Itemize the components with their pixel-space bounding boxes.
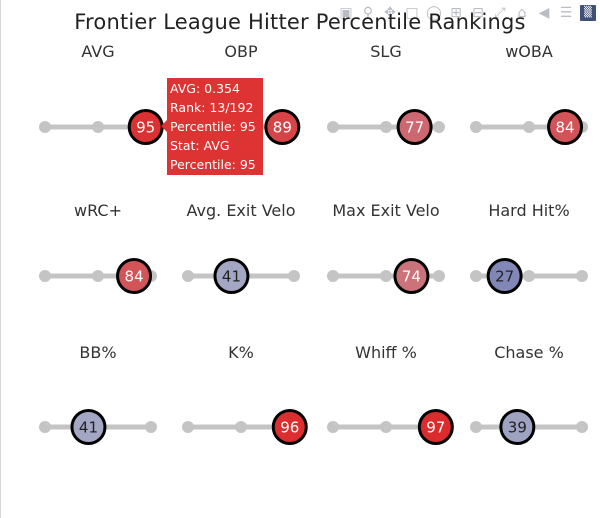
percentile-value: 95	[136, 119, 155, 137]
plotly-logo-icon[interactable]: ▒	[580, 5, 596, 21]
track-marker	[380, 121, 392, 133]
percentile-marker	[393, 258, 430, 294]
track-marker	[182, 421, 194, 433]
track-marker	[470, 121, 482, 133]
panel-label: SLG	[370, 42, 401, 61]
panel-label: BB%	[79, 343, 116, 362]
box-select-icon[interactable]: □	[405, 5, 419, 21]
track-marker	[576, 270, 588, 282]
left-border	[0, 0, 1, 518]
zoom-out-icon[interactable]: ⊟	[472, 5, 484, 21]
percentile-marker	[70, 409, 107, 445]
panel-label: wRC+	[74, 201, 122, 220]
hover-tooltip: AVG: 0.354 Rank: 13/192 Percentile: 95 Stat…	[161, 78, 263, 175]
percentile-value: 41	[79, 419, 98, 437]
lasso-icon[interactable]: ◯	[426, 5, 442, 21]
percentile-marker	[499, 409, 536, 445]
track-marker	[92, 270, 104, 282]
percentile-value: 96	[280, 419, 299, 437]
percentile-value: 74	[402, 268, 421, 286]
track-marker	[380, 421, 392, 433]
percentile-marker	[417, 409, 454, 445]
panel-label: wOBA	[505, 42, 553, 61]
track-marker	[433, 270, 445, 282]
percentile-value: 39	[508, 419, 527, 437]
percentile-value: 41	[222, 268, 241, 286]
autoscale-icon[interactable]: ⤢	[494, 5, 506, 21]
percentile-marker	[213, 258, 250, 294]
percentile-value: 27	[495, 268, 514, 286]
tooltip-line: AVG: 0.354	[170, 81, 240, 96]
track-marker	[380, 270, 392, 282]
track-marker	[145, 421, 157, 433]
track-marker	[327, 270, 339, 282]
camera-icon[interactable]: ▣	[339, 5, 353, 21]
track-marker	[235, 421, 247, 433]
tooltip-line: Percentile: 95	[170, 119, 256, 134]
tooltip-line: Stat: AVG	[170, 138, 230, 153]
panel-label: K%	[228, 343, 254, 362]
tooltip-arrow	[161, 120, 167, 132]
panel-label: OBP	[224, 42, 258, 61]
track-marker	[39, 421, 51, 433]
track-marker	[39, 270, 51, 282]
track-marker	[39, 121, 51, 133]
track-marker	[327, 121, 339, 133]
track-marker	[523, 121, 535, 133]
panel-label: Whiff %	[355, 343, 417, 362]
track-marker	[433, 121, 445, 133]
percentile-value: 77	[405, 119, 424, 137]
percentile-marker	[547, 109, 584, 145]
track-marker	[576, 421, 588, 433]
modebar: ▣ ⚲ ✥ □ ◯ ⊞ ⊟ ⤢ ⌂ ◀ ☰ ▒	[338, 2, 596, 24]
panel-label: Max Exit Velo	[332, 201, 439, 220]
reset-axes-icon[interactable]: ⌂	[517, 5, 527, 21]
zoom-in-icon[interactable]: ⊞	[450, 5, 462, 21]
percentile-value: 89	[273, 119, 292, 137]
panel-label: Chase %	[494, 343, 564, 362]
percentile-marker	[116, 258, 153, 294]
track-marker	[327, 421, 339, 433]
panel-label: Hard Hit%	[488, 201, 569, 220]
track-marker	[470, 270, 482, 282]
track-marker	[182, 270, 194, 282]
percentile-value: 84	[124, 268, 143, 286]
track-marker	[92, 121, 104, 133]
chart-title: Frontier League Hitter Percentile Rankin…	[74, 10, 526, 34]
pan-icon[interactable]: ✥	[384, 5, 396, 21]
track-marker	[288, 270, 300, 282]
hover-compare-icon[interactable]: ☰	[559, 5, 573, 21]
percentile-value: 97	[426, 419, 445, 437]
track-marker	[470, 421, 482, 433]
percentile-marker	[486, 258, 523, 294]
track-marker	[523, 270, 535, 282]
tooltip-line: Rank: 13/192	[170, 100, 254, 115]
hover-closest-icon[interactable]: ◀	[538, 5, 550, 21]
panel-label: Avg. Exit Velo	[187, 201, 296, 220]
percentile-marker	[396, 109, 433, 145]
percentile-value: 84	[555, 119, 574, 137]
panel-label: AVG	[81, 42, 114, 61]
percentile-marker	[264, 109, 301, 145]
tooltip-line: Percentile: 95	[170, 157, 256, 172]
percentile-marker	[271, 409, 308, 445]
zoom-icon[interactable]: ⚲	[362, 5, 374, 21]
